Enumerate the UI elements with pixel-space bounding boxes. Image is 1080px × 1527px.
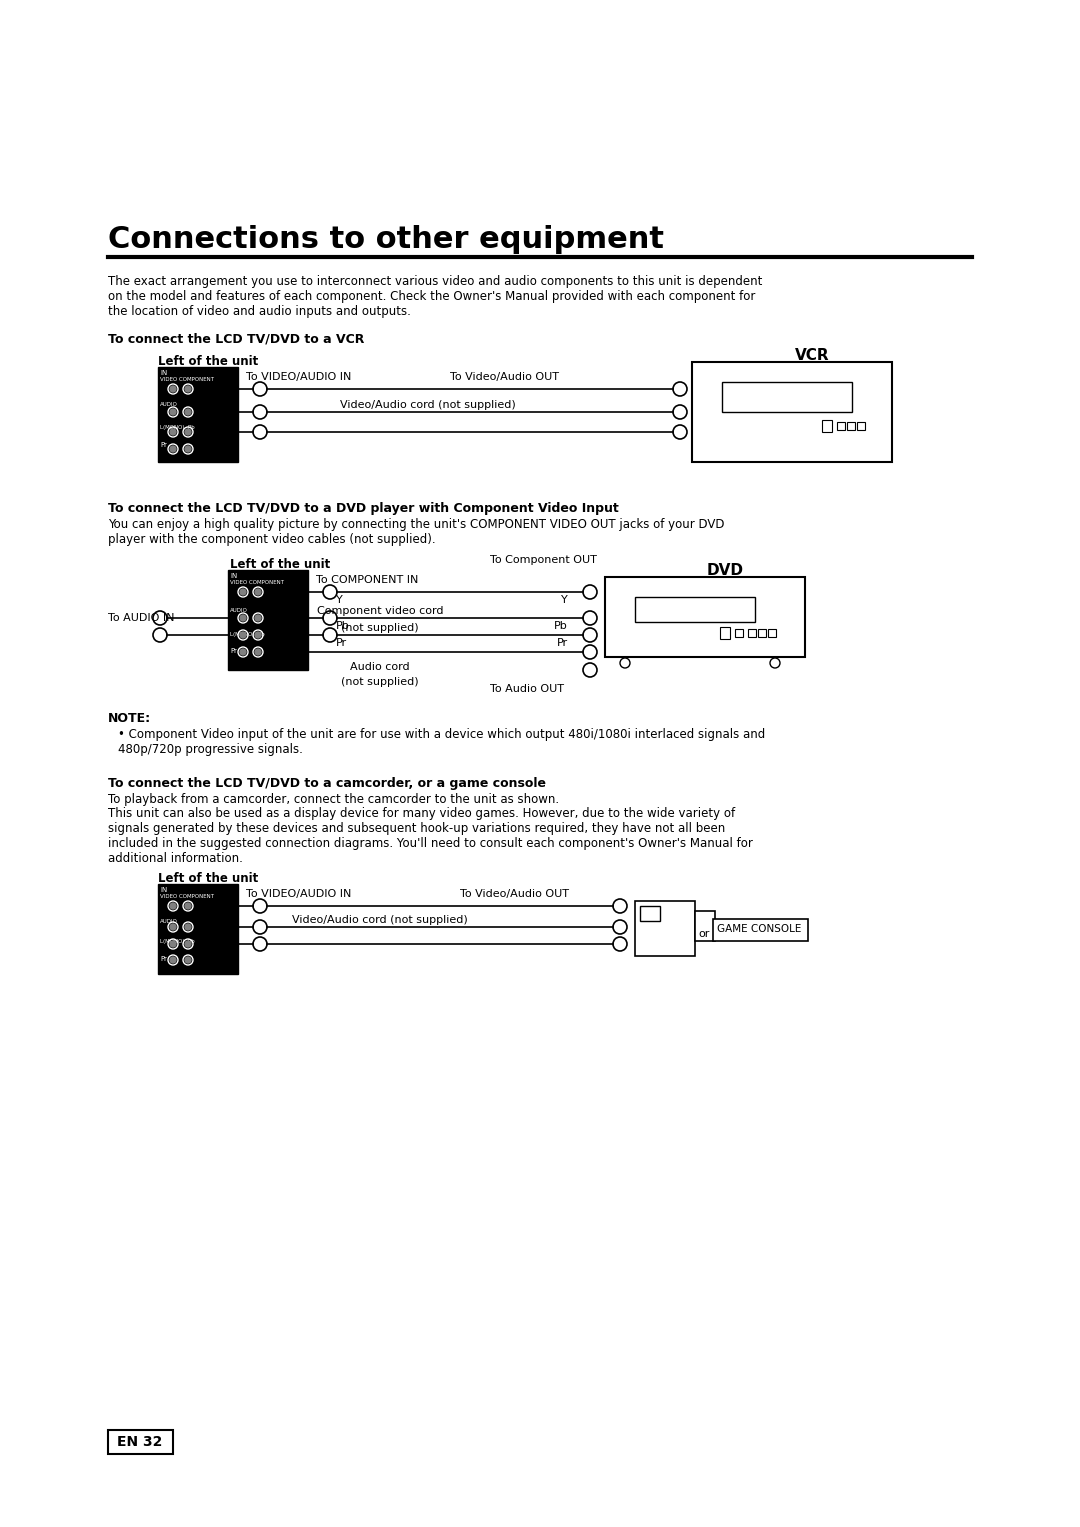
Circle shape <box>170 386 176 392</box>
Text: L(MONO)  Pb: L(MONO) Pb <box>160 425 194 431</box>
Circle shape <box>185 429 191 435</box>
Text: To AUDIO IN: To AUDIO IN <box>108 612 175 623</box>
Bar <box>822 420 832 432</box>
Text: You can enjoy a high quality picture by connecting the unit's COMPONENT VIDEO OU: You can enjoy a high quality picture by … <box>108 518 725 547</box>
Text: To COMPONENT IN: To COMPONENT IN <box>316 576 418 585</box>
Text: Y: Y <box>336 596 342 605</box>
Text: Pr: Pr <box>160 956 167 962</box>
Text: (not supplied): (not supplied) <box>341 676 419 687</box>
Circle shape <box>170 924 176 930</box>
Text: IN: IN <box>160 370 167 376</box>
Text: L(MONO)  Pb: L(MONO) Pb <box>230 632 265 637</box>
Text: (not supplied): (not supplied) <box>341 623 419 634</box>
Circle shape <box>170 957 176 964</box>
Bar <box>768 629 777 637</box>
Text: Pr: Pr <box>230 647 237 654</box>
Text: The exact arrangement you use to interconnect various video and audio components: The exact arrangement you use to interco… <box>108 275 762 318</box>
Text: Pb: Pb <box>336 621 350 631</box>
Text: To connect the LCD TV/DVD to a VCR: To connect the LCD TV/DVD to a VCR <box>108 333 364 347</box>
Text: or: or <box>698 928 710 939</box>
Bar <box>713 919 808 941</box>
Text: IN: IN <box>160 887 167 893</box>
Circle shape <box>185 902 191 909</box>
Bar <box>635 597 755 621</box>
Text: To playback from a camcorder, connect the camcorder to the unit as shown.: To playback from a camcorder, connect th… <box>108 793 559 806</box>
Text: To VIDEO/AUDIO IN: To VIDEO/AUDIO IN <box>246 889 351 899</box>
Text: EN 32: EN 32 <box>118 1435 163 1449</box>
Bar <box>837 421 845 431</box>
Circle shape <box>170 429 176 435</box>
Bar <box>723 382 852 412</box>
Circle shape <box>185 409 191 415</box>
Text: Video/Audio cord (not supplied): Video/Audio cord (not supplied) <box>292 915 468 925</box>
Text: VIDEO COMPONENT: VIDEO COMPONENT <box>160 893 214 899</box>
Circle shape <box>240 632 246 638</box>
Bar <box>692 362 892 463</box>
Circle shape <box>170 902 176 909</box>
Bar <box>696 912 715 941</box>
Text: To VIDEO/AUDIO IN: To VIDEO/AUDIO IN <box>246 373 351 382</box>
Text: NOTE:: NOTE: <box>108 712 151 725</box>
Text: This unit can also be used as a display device for many video games. However, du: This unit can also be used as a display … <box>108 806 753 864</box>
Text: Audio cord: Audio cord <box>350 663 409 672</box>
Text: VIDEO COMPONENT: VIDEO COMPONENT <box>230 580 284 585</box>
Bar <box>158 884 238 974</box>
Text: GAME CONSOLE: GAME CONSOLE <box>717 924 801 935</box>
Text: Connections to other equipment: Connections to other equipment <box>108 224 664 253</box>
Bar <box>748 629 756 637</box>
Circle shape <box>240 589 246 596</box>
Text: To connect the LCD TV/DVD to a DVD player with Component Video Input: To connect the LCD TV/DVD to a DVD playe… <box>108 502 619 515</box>
Text: • Component Video input of the unit are for use with a device which output 480i/: • Component Video input of the unit are … <box>118 728 766 756</box>
Circle shape <box>170 446 176 452</box>
Text: Y: Y <box>562 596 568 605</box>
Bar <box>758 629 766 637</box>
Circle shape <box>185 957 191 964</box>
Bar <box>847 421 855 431</box>
Text: DVD: DVD <box>706 563 743 579</box>
Bar <box>635 901 696 956</box>
Text: Left of the unit: Left of the unit <box>158 354 258 368</box>
Circle shape <box>170 941 176 947</box>
Circle shape <box>185 941 191 947</box>
Text: Pr: Pr <box>557 638 568 647</box>
Text: Pr: Pr <box>160 441 167 447</box>
Circle shape <box>185 446 191 452</box>
Bar <box>640 906 660 921</box>
Circle shape <box>255 649 261 655</box>
Text: Left of the unit: Left of the unit <box>158 872 258 886</box>
Circle shape <box>185 386 191 392</box>
Bar <box>720 628 730 638</box>
Text: To Video/Audio OUT: To Video/Audio OUT <box>450 373 559 382</box>
Text: Video/Audio cord (not supplied): Video/Audio cord (not supplied) <box>340 400 516 411</box>
Text: Component video cord: Component video cord <box>316 606 443 615</box>
Text: To Audio OUT: To Audio OUT <box>490 684 564 693</box>
Bar <box>108 1429 173 1454</box>
Circle shape <box>255 615 261 621</box>
Text: AUDIO: AUDIO <box>160 919 178 924</box>
Circle shape <box>240 615 246 621</box>
Text: AUDIO: AUDIO <box>230 608 248 612</box>
Circle shape <box>185 924 191 930</box>
Text: VIDEO COMPONENT: VIDEO COMPONENT <box>160 377 214 382</box>
Bar <box>228 570 308 670</box>
Circle shape <box>255 589 261 596</box>
Bar <box>605 577 805 657</box>
Circle shape <box>240 649 246 655</box>
Text: Pb: Pb <box>554 621 568 631</box>
Circle shape <box>170 409 176 415</box>
Circle shape <box>255 632 261 638</box>
Bar <box>158 366 238 463</box>
Bar <box>735 629 743 637</box>
Text: AUDIO: AUDIO <box>160 402 178 408</box>
Text: To Video/Audio OUT: To Video/Audio OUT <box>460 889 569 899</box>
Text: To Component OUT: To Component OUT <box>490 554 597 565</box>
Text: Left of the unit: Left of the unit <box>230 557 330 571</box>
Text: IN: IN <box>230 573 238 579</box>
Text: To connect the LCD TV/DVD to a camcorder, or a game console: To connect the LCD TV/DVD to a camcorder… <box>108 777 546 789</box>
Bar <box>858 421 865 431</box>
Text: L(MONO)  Pb: L(MONO) Pb <box>160 939 194 944</box>
Text: Pr: Pr <box>336 638 347 647</box>
Text: VCR: VCR <box>795 348 829 363</box>
